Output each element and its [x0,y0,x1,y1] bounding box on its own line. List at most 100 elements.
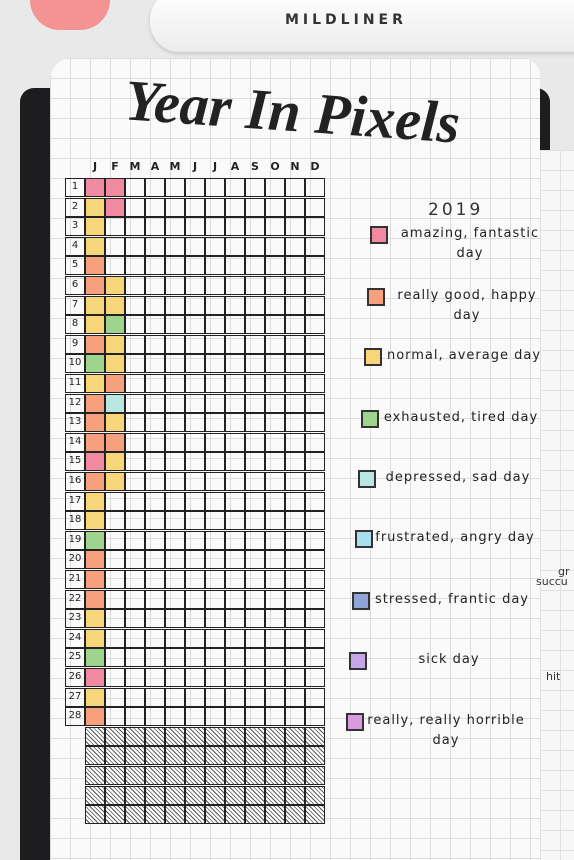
month-label: S [251,160,259,173]
pixel-cell [185,707,205,727]
pixel-cell [245,530,265,550]
pixel-cell [145,550,165,570]
pixel-cell [85,197,105,217]
pixel-cell [125,785,145,805]
day-cell [65,178,85,197]
pixel-cell [185,511,205,531]
pixel-cell [165,334,185,354]
pixel-cell [125,609,145,629]
pixel-cell [145,668,165,687]
pixel-cell [145,511,165,531]
pixel-cell [165,295,185,315]
pixel-cell [105,609,125,629]
day-number: 18 [68,514,82,526]
pixel-cell [85,276,105,295]
pixel-cell [145,609,165,629]
pixel-cell [305,766,325,785]
pixel-cell [225,472,245,491]
pixel-cell [205,393,225,413]
day-cell [65,452,85,472]
pixel-cell [125,178,145,197]
pixel-cell [205,668,225,687]
pixel-cell [285,628,305,648]
day-cell [65,472,85,491]
pixel-cell [85,413,105,433]
pixel-cell [245,374,265,393]
pixel-cell [85,393,105,413]
pixel-cell [305,452,325,472]
legend-swatch [346,713,364,731]
pixel-cell [305,746,325,766]
pixel-cell [205,197,225,217]
pen-brand: MILDLINER [285,12,407,28]
pixel-cell [305,354,325,374]
day-cell [65,530,85,550]
day-number: 6 [71,279,79,290]
pixel-cell [85,217,105,237]
pixel-cell [205,295,225,315]
pixel-cell [105,530,125,550]
pixel-cell [105,668,125,687]
pixel-cell [105,472,125,491]
pixel-cell [285,374,305,393]
legend-swatch [355,530,373,548]
pixel-cell [125,256,145,276]
pen-cap [30,0,110,30]
legend-swatch [370,226,388,244]
pixel-cell [225,236,245,256]
pixel-cell [125,393,145,413]
pixel-cell [245,491,265,511]
legend-swatch [352,592,370,610]
day-cell [65,707,85,727]
pixel-cell [305,785,325,805]
day-cell [65,609,85,629]
day-cell [65,687,85,707]
pixel-cell [265,511,285,531]
pixel-cell [205,334,225,354]
day-number: 8 [71,318,79,330]
month-label: O [270,160,280,173]
pixel-cell [125,295,145,315]
pixel-cell [285,197,305,217]
pixel-cell [205,374,225,393]
pixel-cell [125,315,145,335]
pixel-cell [265,432,285,452]
pixel-cell [265,295,285,315]
pixel-cell [225,785,245,805]
pixel-cell [185,805,205,825]
pixel-cell [105,766,125,785]
pixel-cell [245,668,265,687]
pixel-cell [105,197,125,217]
pixel-cell [265,334,285,354]
pixel-cell [265,609,285,629]
pixel-cell [265,707,285,727]
day-number: 9 [71,337,79,349]
pixel-cell [305,315,325,335]
pixel-cell [125,687,145,707]
pixel-cell [85,785,105,805]
pixel-cell [165,628,185,648]
pixel-cell [245,805,265,825]
pixel-cell [165,668,185,687]
pixel-cell [85,530,105,550]
pixel-cell [165,805,185,825]
pixel-cell [285,413,305,433]
pixel-cell [125,746,145,766]
pixel-cell [85,648,105,668]
pixel-cell [185,609,205,629]
pixel-cell [265,178,285,197]
pixel-cell [165,178,185,197]
pixel-cell [125,472,145,491]
pixel-cell [225,432,245,452]
pixel-cell [125,236,145,256]
pixel-cell [305,511,325,531]
month-label: M [129,160,141,173]
pixel-cell [285,687,305,707]
pixel-cell [85,726,105,746]
pixel-cell [125,374,145,393]
pixel-cell [225,746,245,766]
day-cell [65,236,85,256]
pixel-cell [265,413,285,433]
pixel-cell [265,726,285,746]
